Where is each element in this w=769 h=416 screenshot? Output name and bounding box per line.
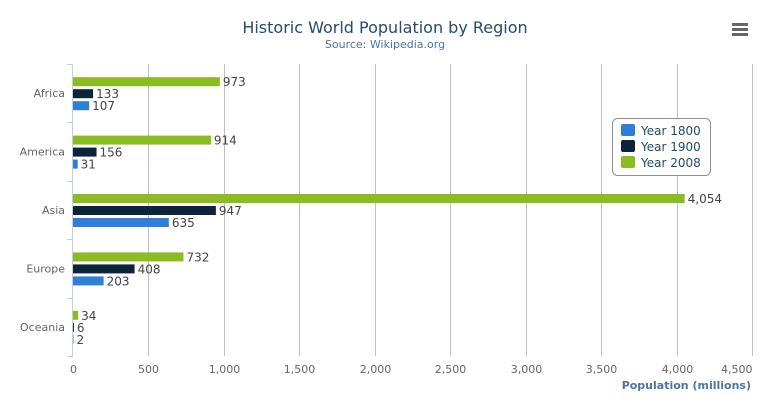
data-label: 203 <box>107 274 130 288</box>
bar-year-1900[interactable] <box>73 206 216 215</box>
bar-year-1800[interactable] <box>73 334 74 344</box>
legend-swatch <box>621 156 635 168</box>
data-label: 133 <box>96 87 119 101</box>
bar-year-1900[interactable] <box>73 89 94 99</box>
data-label: 34 <box>81 309 96 323</box>
bar-year-2008[interactable] <box>73 135 211 145</box>
data-label: 635 <box>172 216 195 230</box>
bar-year-1900[interactable] <box>73 147 97 157</box>
chart-subtitle: Source: Wikipedia.org <box>325 38 445 51</box>
value-tick-label: 1,500 <box>284 363 316 376</box>
legend-item[interactable]: Year 2008 <box>621 156 701 170</box>
value-tick-label: 1,000 <box>209 363 241 376</box>
category-label: Asia <box>42 204 65 217</box>
legend-label: Year 1800 <box>640 124 701 138</box>
bar-year-2008[interactable] <box>73 252 184 262</box>
data-label: 408 <box>138 262 161 276</box>
data-label: 2 <box>77 333 85 347</box>
hamburger-menu-icon[interactable] <box>732 23 748 36</box>
bar-year-1800[interactable] <box>73 101 90 111</box>
bar-year-1800[interactable] <box>73 159 78 169</box>
value-tick-label: 4,500 <box>721 363 753 376</box>
legend: Year 1800 Year 1900 Year 2008 <box>612 118 711 176</box>
bar-year-1900[interactable] <box>73 264 135 274</box>
value-axis-title: Population (millions) <box>622 379 751 392</box>
bar-year-1800[interactable] <box>73 276 104 286</box>
legend-item[interactable]: Year 1800 <box>621 124 701 138</box>
data-label: 947 <box>219 204 242 218</box>
bar-year-2008[interactable] <box>73 310 79 320</box>
bar-year-1900[interactable] <box>73 322 74 332</box>
value-tick-label: 500 <box>138 363 159 376</box>
value-tick-label: 3,500 <box>586 363 618 376</box>
value-tick-label: 3,000 <box>511 363 543 376</box>
value-tick-label: 2,500 <box>435 363 467 376</box>
value-tick-label: 2,000 <box>360 363 392 376</box>
legend-label: Year 1900 <box>640 140 701 154</box>
bar-year-2008[interactable] <box>73 194 685 203</box>
data-label: 732 <box>186 250 209 264</box>
data-label: 107 <box>92 99 115 113</box>
bar-year-1800[interactable] <box>73 218 169 227</box>
legend-swatch <box>621 124 635 136</box>
legend-label: Year 2008 <box>640 156 701 170</box>
chart-title: Historic World Population by Region <box>242 18 527 37</box>
value-tick-label: 4,000 <box>662 363 694 376</box>
data-label: 156 <box>100 146 123 160</box>
legend-item[interactable]: Year 1900 <box>621 140 701 154</box>
category-label: Europe <box>26 262 65 275</box>
data-label: 973 <box>223 75 246 89</box>
data-label: 6 <box>77 321 85 335</box>
category-label: America <box>20 146 65 159</box>
bar-year-2008[interactable] <box>73 77 220 87</box>
data-label: 914 <box>214 134 237 148</box>
category-label: Oceania <box>20 321 65 334</box>
legend-swatch <box>621 140 635 152</box>
value-tick-label: 0 <box>70 363 77 376</box>
data-label: 4,054 <box>688 192 722 206</box>
data-label: 31 <box>81 158 96 172</box>
category-label: Africa <box>34 87 65 100</box>
